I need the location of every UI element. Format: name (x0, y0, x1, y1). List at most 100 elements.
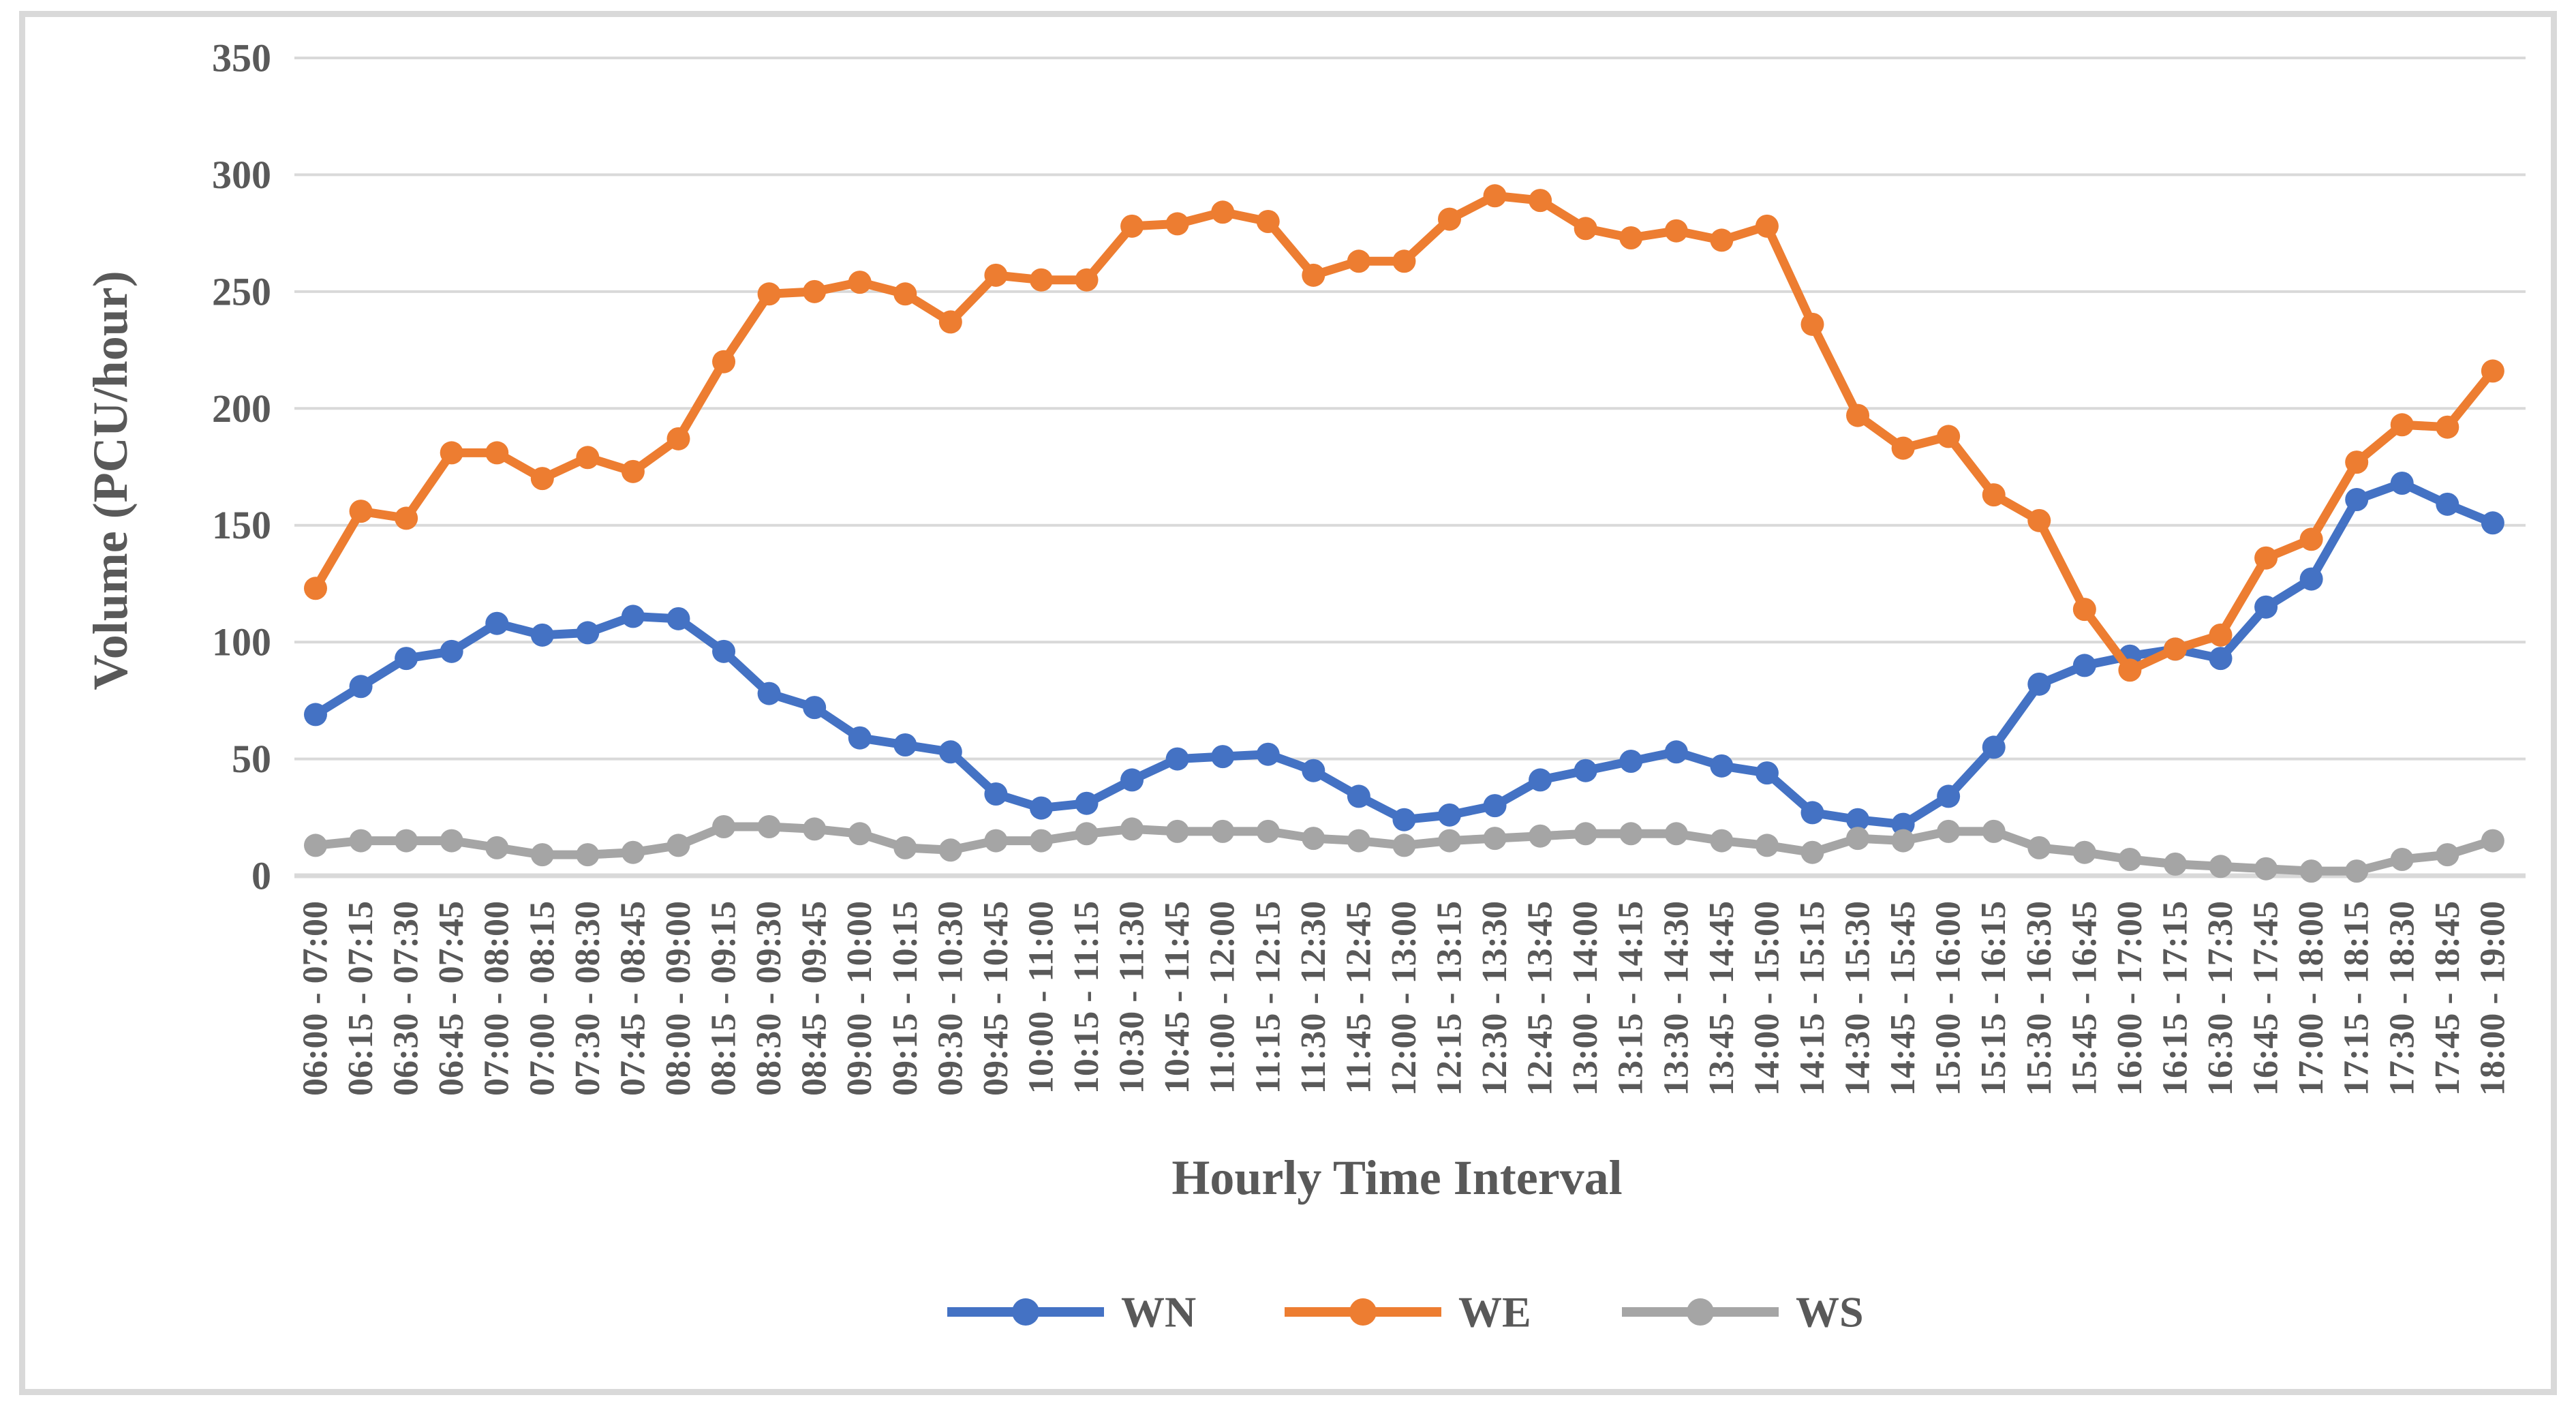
data-point-WE (395, 506, 418, 530)
x-axis-title: Hourly Time Interval (1171, 1150, 1622, 1205)
data-point-WS (304, 834, 327, 857)
data-point-WE (485, 441, 509, 465)
data-point-WN (666, 607, 690, 630)
x-tick-label: 14:45 - 15:45 (1884, 901, 1922, 1096)
x-tick-label: 18:00 - 19:00 (2473, 901, 2512, 1096)
data-point-WS (530, 843, 554, 867)
legend-label-WN[interactable]: WN (1121, 1288, 1196, 1336)
x-tick-label: 12:15 - 13:15 (1430, 901, 1469, 1096)
data-point-WN (1302, 759, 1325, 782)
data-point-WE (2072, 598, 2096, 622)
data-point-WE (349, 500, 373, 523)
data-point-WS (712, 814, 736, 838)
data-point-WE (1029, 268, 1053, 292)
data-point-WE (757, 282, 781, 306)
data-point-WS (2481, 829, 2504, 853)
data-point-WN (530, 623, 554, 647)
y-tick-label: 100 (212, 620, 271, 664)
data-point-WE (2390, 413, 2414, 437)
x-tick-label: 12:45 - 13:45 (1521, 901, 1560, 1096)
x-tick-label: 17:00 - 18:00 (2292, 901, 2331, 1096)
data-point-WN (757, 682, 781, 705)
data-point-WN (1800, 801, 1824, 825)
data-point-WS (848, 822, 872, 846)
x-tick-label: 09:15 - 10:15 (886, 901, 925, 1096)
legend-marker-WN (1012, 1298, 1039, 1326)
data-point-WS (2072, 840, 2096, 864)
data-point-WN (2299, 567, 2323, 591)
x-tick-label: 17:30 - 18:30 (2382, 901, 2421, 1096)
legend-marker-WS (1687, 1298, 1714, 1326)
data-point-WE (848, 271, 872, 294)
data-point-WS (803, 817, 827, 841)
data-point-WS (1755, 834, 1779, 857)
x-tick-label: 15:00 - 16:00 (1929, 901, 1968, 1096)
data-point-WE (2299, 528, 2323, 551)
data-point-WE (1483, 184, 1507, 208)
data-point-WS (2299, 859, 2323, 883)
data-point-WS (349, 829, 373, 853)
data-point-WE (2345, 450, 2369, 474)
data-point-WS (1619, 822, 1643, 846)
data-point-WN (1574, 759, 1597, 782)
data-point-WS (1211, 819, 1235, 843)
data-point-WE (1619, 226, 1643, 249)
x-tick-label: 17:15 - 18:15 (2337, 901, 2376, 1096)
x-tick-label: 10:30 - 11:30 (1113, 901, 1152, 1094)
data-point-WS (2209, 855, 2233, 878)
data-point-WN (1256, 742, 1280, 766)
data-point-WN (1347, 784, 1370, 808)
data-point-WS (1438, 829, 1461, 853)
data-point-WN (2209, 647, 2233, 671)
data-point-WN (1438, 803, 1461, 827)
data-point-WN (1483, 794, 1507, 818)
data-point-WN (1710, 754, 1734, 778)
x-tick-label: 07:00 - 08:15 (523, 901, 562, 1096)
data-point-WE (1755, 214, 1779, 238)
x-tick-label: 13:45 - 14:45 (1702, 901, 1741, 1096)
x-tick-label: 13:15 - 14:15 (1612, 901, 1651, 1096)
data-point-WE (1937, 425, 1961, 448)
data-point-WE (621, 459, 645, 483)
x-tick-label: 12:00 - 13:00 (1385, 901, 1424, 1096)
data-point-WS (1302, 827, 1325, 851)
data-point-WE (2209, 623, 2233, 647)
x-tick-label: 13:00 - 14:00 (1566, 901, 1605, 1096)
data-point-WS (1256, 819, 1280, 843)
data-point-WE (576, 446, 600, 470)
data-point-WN (1664, 740, 1688, 764)
x-tick-label: 14:00 - 15:00 (1747, 901, 1786, 1096)
data-point-WN (1211, 745, 1235, 769)
data-point-WN (984, 782, 1008, 806)
data-point-WS (1075, 822, 1099, 846)
data-point-WN (1529, 768, 1552, 792)
x-tick-label: 10:15 - 11:15 (1067, 901, 1106, 1094)
data-point-WE (1075, 268, 1099, 292)
data-point-WE (440, 441, 463, 465)
x-tick-label: 08:45 - 09:45 (795, 901, 834, 1096)
data-point-WS (757, 814, 781, 838)
y-tick-label: 350 (212, 35, 271, 80)
x-tick-label: 14:30 - 15:30 (1839, 901, 1877, 1096)
legend-label-WS[interactable]: WS (1796, 1288, 1864, 1336)
data-point-WE (530, 467, 554, 491)
data-point-WE (1256, 209, 1280, 233)
data-point-WE (984, 263, 1008, 287)
data-point-WE (2436, 415, 2459, 439)
legend-label-WE[interactable]: WE (1458, 1288, 1531, 1336)
x-tick-label: 07:00 - 08:00 (478, 901, 517, 1096)
data-point-WS (1982, 819, 2006, 843)
x-tick-label: 15:45 - 16:45 (2065, 901, 2104, 1096)
x-tick-label: 11:00 - 12:00 (1203, 901, 1242, 1094)
data-point-WS (440, 829, 463, 853)
data-point-WN (2481, 511, 2504, 535)
data-point-WS (2254, 857, 2278, 881)
data-point-WS (1392, 834, 1416, 857)
data-point-WE (1664, 219, 1688, 243)
data-point-WS (1165, 819, 1189, 843)
x-tick-label: 06:15 - 07:15 (341, 901, 380, 1096)
data-point-WE (1529, 189, 1552, 213)
x-tick-label: 13:30 - 14:30 (1657, 901, 1696, 1096)
data-point-WN (1165, 747, 1189, 771)
